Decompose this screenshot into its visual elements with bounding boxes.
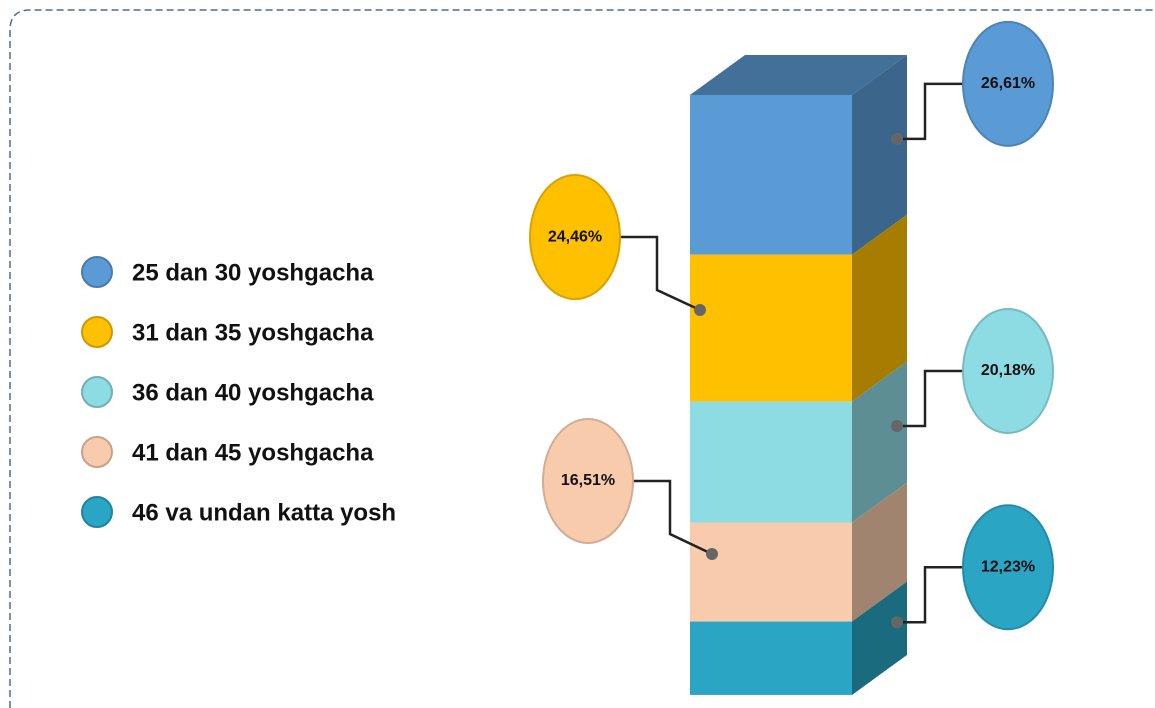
frame bbox=[9, 9, 1155, 708]
leader-line bbox=[620, 235, 701, 312]
label-bubble bbox=[962, 307, 1054, 434]
leader-line bbox=[897, 369, 963, 428]
legend-label: 41 dan 45 yoshgacha bbox=[132, 439, 374, 466]
bar-segment bbox=[690, 254, 852, 402]
label-bubble bbox=[542, 418, 634, 545]
bar-side bbox=[852, 482, 907, 622]
bar-side bbox=[852, 55, 907, 255]
label-bubble bbox=[962, 20, 1054, 147]
label-bubble bbox=[529, 174, 621, 301]
leader-line bbox=[897, 566, 963, 624]
leader-line bbox=[897, 82, 963, 141]
label-bubble bbox=[962, 504, 1054, 631]
legend-swatch bbox=[81, 316, 113, 348]
bar-segment bbox=[690, 522, 852, 622]
data-label: 16,51% bbox=[561, 472, 615, 489]
data-label: 20,18% bbox=[981, 362, 1035, 379]
legend-label: 36 dan 40 yoshgacha bbox=[132, 379, 374, 406]
leader-dot bbox=[891, 132, 903, 145]
bar-side bbox=[852, 581, 907, 695]
bar-side bbox=[852, 214, 907, 402]
legend-label: 46 va undan katta yosh bbox=[132, 499, 396, 526]
leader-dot bbox=[891, 616, 903, 629]
leader-dot bbox=[706, 548, 718, 561]
legend-swatch bbox=[81, 436, 113, 468]
bar-top bbox=[690, 55, 907, 95]
leader-dot bbox=[891, 419, 903, 432]
leader-dot bbox=[694, 304, 706, 317]
legend-swatch bbox=[81, 256, 113, 288]
legend-label: 31 dan 35 yoshgacha bbox=[132, 319, 374, 346]
data-label: 24,46% bbox=[548, 228, 602, 245]
legend-swatch bbox=[81, 376, 113, 408]
leader-line bbox=[633, 479, 713, 556]
data-label: 26,61% bbox=[981, 75, 1035, 92]
bar-side bbox=[852, 361, 907, 523]
data-label: 12,23% bbox=[981, 558, 1035, 575]
bar-segment bbox=[690, 621, 852, 695]
legend-label: 25 dan 30 yoshgacha bbox=[132, 259, 374, 286]
legend-swatch bbox=[81, 496, 113, 528]
bar-segment bbox=[690, 95, 852, 255]
bar-segment bbox=[690, 401, 852, 523]
